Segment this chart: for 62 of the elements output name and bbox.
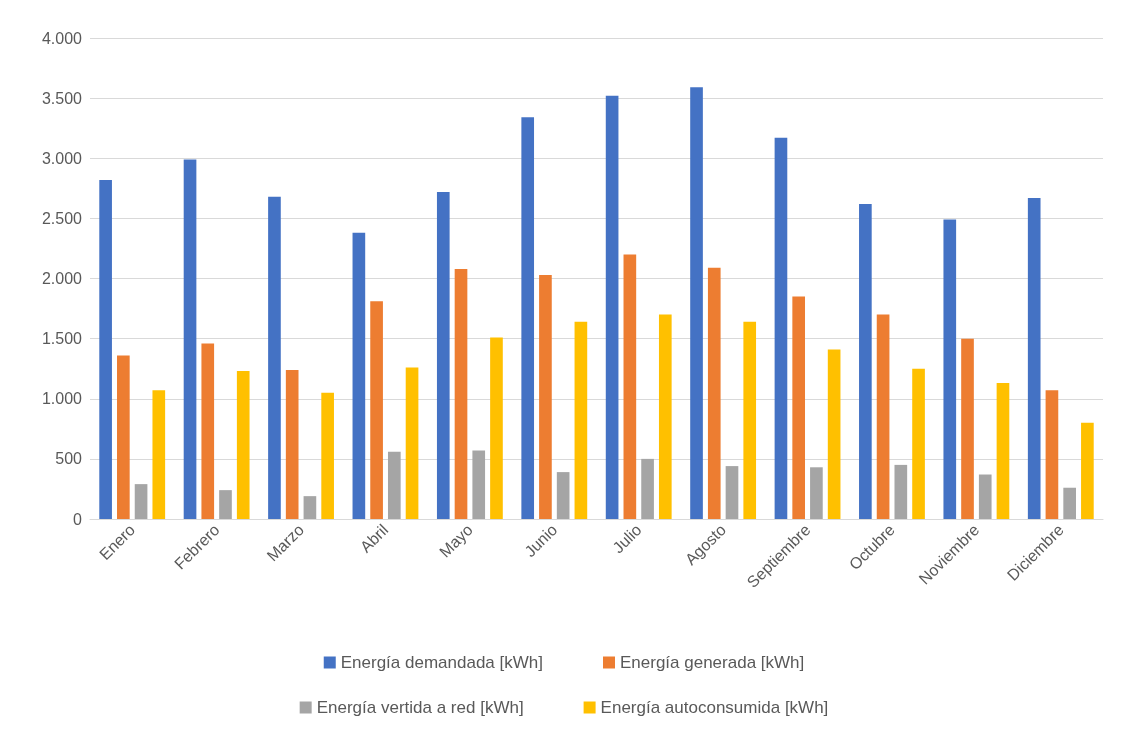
bar <box>707 267 721 519</box>
bar <box>134 484 148 519</box>
bar <box>743 321 757 519</box>
bar <box>725 466 739 519</box>
bar <box>268 196 281 519</box>
bar <box>539 274 552 519</box>
bar <box>961 338 974 519</box>
bar <box>827 349 841 519</box>
bar <box>810 467 823 519</box>
bar <box>152 390 166 519</box>
bar <box>303 496 317 519</box>
y-tick-label: 3.500 <box>41 89 83 107</box>
bar <box>658 314 672 519</box>
bar <box>943 219 957 519</box>
y-tick-label: 0 <box>73 510 83 528</box>
bar <box>623 254 637 519</box>
bar <box>183 159 197 519</box>
bar <box>876 314 890 519</box>
bar <box>454 268 468 519</box>
legend-label: Energía autoconsumida [kWh] <box>600 698 829 717</box>
legend-label: Energía generada [kWh] <box>619 653 805 672</box>
bar <box>99 179 112 519</box>
y-tick-label: 3.000 <box>41 149 83 167</box>
y-tick-label: 1.000 <box>41 390 83 408</box>
y-tick-label: 4.000 <box>41 29 83 47</box>
bar <box>201 343 215 519</box>
bar <box>1063 487 1076 519</box>
y-tick-label: 500 <box>55 450 83 468</box>
bar <box>641 458 654 519</box>
legend-label: Energía demandada [kWh] <box>340 653 543 672</box>
bar <box>219 490 232 519</box>
bar <box>405 367 419 519</box>
bar <box>1045 390 1059 519</box>
bar <box>1027 197 1041 519</box>
bar <box>912 368 925 519</box>
bar <box>370 301 383 519</box>
bar <box>996 383 1010 519</box>
bar <box>792 296 806 519</box>
bar <box>117 355 130 519</box>
bar <box>490 337 503 519</box>
bar <box>774 137 788 519</box>
bar <box>436 191 450 519</box>
bar <box>321 392 334 519</box>
y-tick-label: 1.500 <box>41 330 83 348</box>
bar <box>236 371 250 519</box>
y-tick-label: 2.000 <box>41 270 83 287</box>
bar <box>859 203 872 519</box>
x-tick-label: Julio <box>609 520 645 557</box>
bar <box>978 474 992 519</box>
bar <box>690 87 703 519</box>
bar <box>1081 422 1094 519</box>
legend-label: Energía vertida a red [kWh] <box>316 698 524 717</box>
bar <box>574 321 588 519</box>
y-tick-label: 2.500 <box>41 209 83 227</box>
bar <box>285 369 299 519</box>
bar <box>521 117 535 519</box>
bar <box>894 464 908 519</box>
bar <box>605 95 619 519</box>
bar <box>556 472 570 519</box>
bar <box>472 450 486 519</box>
bar <box>352 232 366 519</box>
bar <box>387 451 401 519</box>
